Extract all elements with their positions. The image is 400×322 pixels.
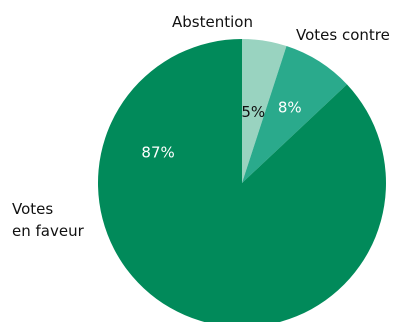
slice-label-votes-en-faveur-line1: Votes [12, 200, 53, 218]
pie-data-labels: 5% 8% 87% [141, 99, 301, 162]
pie-slice-1 [242, 46, 347, 183]
pie-slice-2 [98, 39, 386, 322]
outer-labels: Abstention Votes contre Votes en faveur [12, 13, 390, 240]
slice-label-votes-contre: Votes contre [296, 26, 390, 44]
pie-data-label-2: 87% [141, 144, 174, 162]
slice-label-votes-en-faveur-line2: en faveur [12, 222, 85, 240]
pie-data-label-0: 5% [241, 103, 265, 121]
pie-data-label-1: 8% [278, 99, 302, 117]
pie-slices [98, 39, 386, 322]
slice-label-abstention: Abstention [172, 13, 253, 31]
pie-slice-0 [242, 39, 287, 183]
